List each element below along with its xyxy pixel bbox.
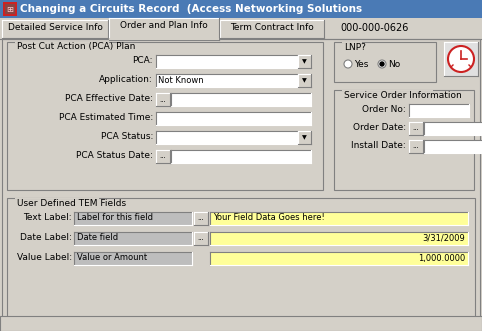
Text: Order No:: Order No: xyxy=(362,105,406,114)
Bar xyxy=(171,150,311,163)
Bar xyxy=(15,198,99,199)
Circle shape xyxy=(380,62,384,66)
Text: Detailed Service Info: Detailed Service Info xyxy=(8,23,103,31)
Bar xyxy=(156,112,311,125)
Text: Label for this field: Label for this field xyxy=(77,213,153,222)
Text: Order and Plan Info: Order and Plan Info xyxy=(120,21,208,29)
Text: Text Label:: Text Label: xyxy=(23,213,72,222)
Bar xyxy=(0,0,482,18)
Text: ▼: ▼ xyxy=(302,59,307,64)
Text: PCA:: PCA: xyxy=(133,56,153,65)
Text: PCA Status:: PCA Status: xyxy=(101,132,153,141)
Bar xyxy=(156,74,298,87)
Text: Changing a Circuits Record  (Access Networking Solutions: Changing a Circuits Record (Access Netwo… xyxy=(20,4,362,14)
Bar xyxy=(15,42,109,43)
Bar xyxy=(220,20,324,38)
Bar xyxy=(0,18,482,38)
Bar xyxy=(298,131,311,144)
Bar xyxy=(74,252,192,265)
Text: Yes: Yes xyxy=(354,60,368,69)
Bar xyxy=(334,90,474,190)
Circle shape xyxy=(378,60,386,68)
Bar xyxy=(424,140,482,153)
Text: ...: ... xyxy=(160,97,166,103)
Text: Install Date:: Install Date: xyxy=(351,141,406,150)
Bar xyxy=(2,39,480,327)
Text: PCA Effective Date:: PCA Effective Date: xyxy=(65,94,153,103)
Bar xyxy=(210,212,468,225)
Text: Service Order Information: Service Order Information xyxy=(344,90,462,100)
Text: Order Date:: Order Date: xyxy=(353,123,406,132)
Bar xyxy=(409,140,423,153)
Text: Value Label:: Value Label: xyxy=(17,253,72,262)
Bar xyxy=(5,4,15,14)
Text: LNP?: LNP? xyxy=(344,42,366,52)
Text: User Defined TEM Fields: User Defined TEM Fields xyxy=(17,199,126,208)
Text: Application:: Application: xyxy=(99,75,153,84)
Circle shape xyxy=(344,60,352,68)
Bar xyxy=(444,42,478,76)
Bar xyxy=(298,55,311,68)
Text: Term Contract Info: Term Contract Info xyxy=(230,23,314,31)
Bar xyxy=(194,212,208,225)
Text: ...: ... xyxy=(160,154,166,160)
Bar xyxy=(0,316,482,331)
Bar xyxy=(210,252,468,265)
Text: Not Known: Not Known xyxy=(158,76,203,85)
Text: 3/31/2009: 3/31/2009 xyxy=(422,233,465,243)
Bar xyxy=(409,104,469,117)
Bar xyxy=(74,232,192,245)
Text: ...: ... xyxy=(198,215,204,221)
Bar xyxy=(342,90,432,91)
Bar xyxy=(210,232,468,245)
Text: 1,000.0000: 1,000.0000 xyxy=(418,254,465,262)
Bar xyxy=(2,20,108,38)
Text: ▼: ▼ xyxy=(302,78,307,83)
Bar xyxy=(156,55,298,68)
Bar xyxy=(334,42,436,82)
Bar xyxy=(342,42,362,43)
Text: 000-000-0626: 000-000-0626 xyxy=(340,23,408,33)
Text: Post Cut Action (PCA) Plan: Post Cut Action (PCA) Plan xyxy=(17,42,135,52)
Bar xyxy=(171,93,311,106)
Text: PCA Status Date:: PCA Status Date: xyxy=(76,151,153,160)
Bar xyxy=(7,42,323,190)
Text: No: No xyxy=(388,60,400,69)
Bar xyxy=(424,122,482,135)
Bar xyxy=(156,93,170,106)
Text: ▼: ▼ xyxy=(302,135,307,140)
Bar xyxy=(3,2,17,16)
Bar xyxy=(109,18,219,40)
Bar xyxy=(156,131,298,144)
Bar xyxy=(409,122,423,135)
Bar xyxy=(156,150,170,163)
Text: ...: ... xyxy=(198,235,204,242)
Bar xyxy=(74,212,192,225)
Text: ...: ... xyxy=(413,144,419,150)
Text: Date Label:: Date Label: xyxy=(20,233,72,242)
Text: Value or Amount: Value or Amount xyxy=(77,254,147,262)
Text: Your Field Data Goes here!: Your Field Data Goes here! xyxy=(213,213,325,222)
Bar xyxy=(298,74,311,87)
Text: ...: ... xyxy=(413,125,419,131)
Circle shape xyxy=(448,46,474,72)
Text: Date field: Date field xyxy=(77,233,118,243)
Bar xyxy=(194,232,208,245)
Text: ⊞: ⊞ xyxy=(6,5,13,14)
Text: PCA Estimated Time:: PCA Estimated Time: xyxy=(59,113,153,122)
Bar xyxy=(7,198,475,324)
